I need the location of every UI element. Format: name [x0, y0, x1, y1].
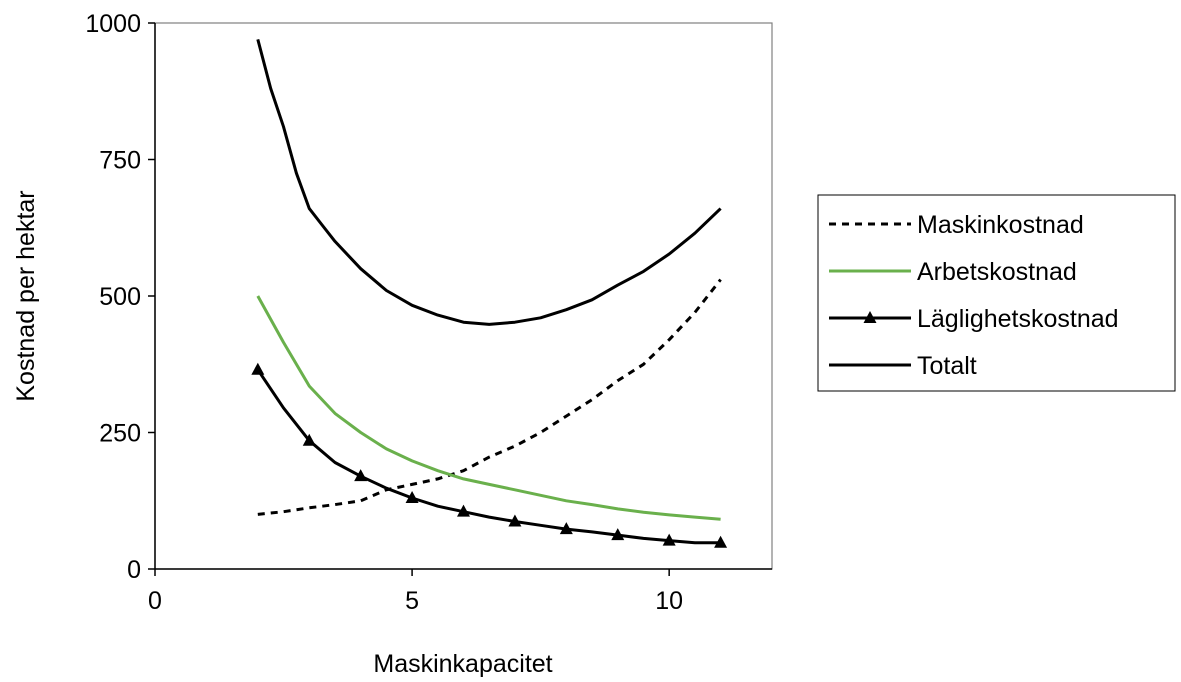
legend-label: Maskinkostnad — [917, 211, 1084, 239]
data-point-marker — [354, 469, 368, 482]
legend-marker — [863, 311, 877, 323]
legend-item-laglighetskostnad: Läglighetskostnad — [829, 305, 1119, 333]
x-ticks: 0 5 10 — [148, 569, 683, 615]
x-tick-label: 10 — [655, 587, 683, 615]
data-point-marker — [714, 535, 728, 548]
series-arbetskostnad — [256, 295, 721, 521]
legend-box — [817, 194, 1176, 392]
data-point-marker — [251, 362, 265, 375]
legend-item-arbetskostnad: Arbetskostnad — [829, 258, 1077, 286]
series-maskinkostnad — [257, 278, 722, 516]
data-point-marker — [559, 522, 573, 535]
x-tick-label: 0 — [148, 587, 162, 615]
series-line-arbetskostnad — [256, 295, 721, 521]
x-axis-title: Maskinkapacitet — [373, 650, 552, 678]
series-layer — [251, 39, 728, 548]
data-point-marker — [508, 514, 522, 527]
series-totalt — [256, 39, 722, 326]
legend-label: Arbetskostnad — [917, 258, 1077, 286]
y-tick-label: 0 — [127, 556, 141, 584]
y-tick-label: 500 — [99, 283, 141, 311]
y-ticks: 0 250 500 750 1000 — [85, 10, 155, 584]
legend-label: Läglighetskostnad — [917, 305, 1119, 333]
legend-item-maskinkostnad: Maskinkostnad — [829, 211, 1084, 239]
data-point-marker — [457, 504, 470, 517]
data-point-marker — [662, 533, 676, 546]
y-tick-label: 750 — [99, 147, 141, 175]
legend: Maskinkostnad Arbetskostnad Läglighetskost… — [817, 194, 1176, 392]
series-line-totalt — [256, 39, 722, 326]
y-tick-label: 1000 — [85, 10, 141, 38]
data-point-marker — [405, 491, 419, 504]
legend-item-totalt: Totalt — [829, 352, 977, 380]
series-line-laglighetskostnad — [256, 368, 721, 545]
data-point-marker — [302, 433, 316, 446]
legend-label: Totalt — [917, 352, 977, 380]
series-line-maskinkostnad — [257, 278, 722, 516]
plot-area — [154, 22, 773, 570]
x-tick-label: 5 — [405, 587, 419, 615]
y-tick-label: 250 — [99, 420, 141, 448]
y-axis-title: Kostnad per hektar — [12, 190, 40, 401]
data-point-marker — [611, 528, 625, 541]
series-laglighetskostnad — [251, 362, 728, 548]
legend-items: Maskinkostnad Arbetskostnad Läglighetskost… — [829, 211, 1119, 380]
